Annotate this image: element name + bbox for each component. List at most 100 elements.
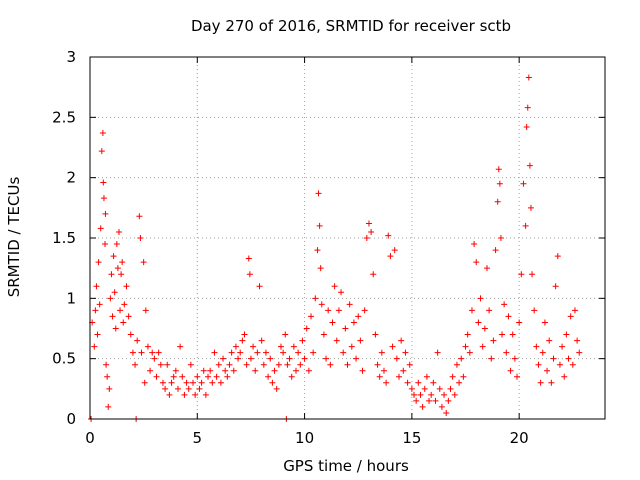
data-point (320, 331, 327, 338)
data-point (147, 367, 154, 374)
data-point (185, 385, 192, 392)
data-point (569, 361, 576, 368)
data-point (252, 367, 259, 374)
data-point (107, 295, 114, 302)
data-point (151, 355, 158, 362)
data-point (447, 385, 454, 392)
data-point (383, 379, 390, 386)
y-tick-label: 1 (66, 289, 76, 307)
data-point (327, 361, 334, 368)
data-point (245, 255, 252, 262)
data-point (479, 343, 486, 350)
data-point (91, 343, 98, 350)
data-point (258, 337, 265, 344)
data-points (88, 74, 583, 422)
data-point (241, 331, 248, 338)
data-point (246, 271, 253, 278)
data-point (262, 349, 269, 356)
data-point (333, 337, 340, 344)
data-point (466, 349, 473, 356)
data-point (460, 373, 467, 380)
data-point (170, 373, 177, 380)
x-tick-label: 5 (193, 429, 203, 447)
data-point (559, 343, 566, 350)
data-point (507, 367, 514, 374)
data-point (315, 190, 322, 197)
x-tick-label: 10 (295, 429, 314, 447)
data-point (445, 397, 452, 404)
data-point (318, 301, 325, 308)
data-point (353, 355, 360, 362)
data-point (142, 307, 149, 314)
data-point (222, 367, 229, 374)
data-point (565, 355, 572, 362)
data-point (207, 367, 214, 374)
data-point (137, 235, 144, 241)
data-point (458, 355, 465, 362)
data-point (202, 391, 209, 398)
data-point (140, 259, 147, 266)
data-point (400, 367, 407, 374)
data-point (514, 373, 521, 380)
data-point (168, 379, 175, 386)
data-point (136, 213, 143, 220)
data-point (100, 195, 107, 202)
data-point (348, 343, 355, 350)
data-point (226, 361, 233, 368)
data-point (376, 373, 383, 380)
data-point (132, 361, 139, 368)
data-point (338, 289, 345, 296)
data-point (155, 349, 162, 356)
data-point (531, 307, 538, 314)
data-point (297, 361, 304, 368)
data-point (273, 385, 280, 392)
data-point (220, 355, 227, 362)
data-point (141, 379, 148, 386)
data-point (97, 225, 104, 232)
data-point (284, 361, 291, 368)
data-point (541, 319, 548, 326)
data-point (509, 331, 516, 338)
y-tick-label: 0.5 (52, 350, 76, 368)
data-point (123, 283, 130, 290)
data-point (209, 379, 216, 386)
data-point (260, 361, 267, 368)
data-point (393, 355, 400, 362)
data-point (576, 349, 583, 356)
data-point (213, 373, 220, 380)
data-point (247, 355, 254, 362)
data-point (293, 367, 299, 374)
data-point (499, 331, 505, 338)
data-point (114, 265, 121, 272)
data-point (432, 397, 439, 404)
x-tick-label: 0 (85, 429, 95, 447)
data-point (305, 367, 312, 374)
data-point (288, 373, 295, 380)
data-point (299, 337, 306, 344)
data-point (417, 391, 424, 398)
data-point (497, 235, 504, 241)
data-point (391, 247, 398, 254)
data-point (537, 379, 544, 386)
data-point (331, 283, 338, 290)
data-point (561, 373, 568, 380)
x-tick-label: 15 (402, 429, 421, 447)
data-point (563, 331, 570, 338)
data-point (544, 367, 551, 374)
data-point (109, 313, 116, 320)
data-point (430, 379, 437, 386)
data-point (121, 301, 128, 308)
data-point (501, 301, 508, 308)
data-point (308, 313, 315, 320)
data-point (473, 259, 480, 266)
data-point (556, 361, 563, 368)
data-point (323, 355, 330, 362)
data-point (134, 337, 141, 344)
data-point (533, 343, 540, 350)
data-point (115, 228, 122, 235)
data-point (492, 247, 499, 254)
data-point (149, 349, 156, 356)
data-point (98, 148, 105, 155)
data-point (518, 271, 525, 278)
data-point (404, 379, 411, 386)
